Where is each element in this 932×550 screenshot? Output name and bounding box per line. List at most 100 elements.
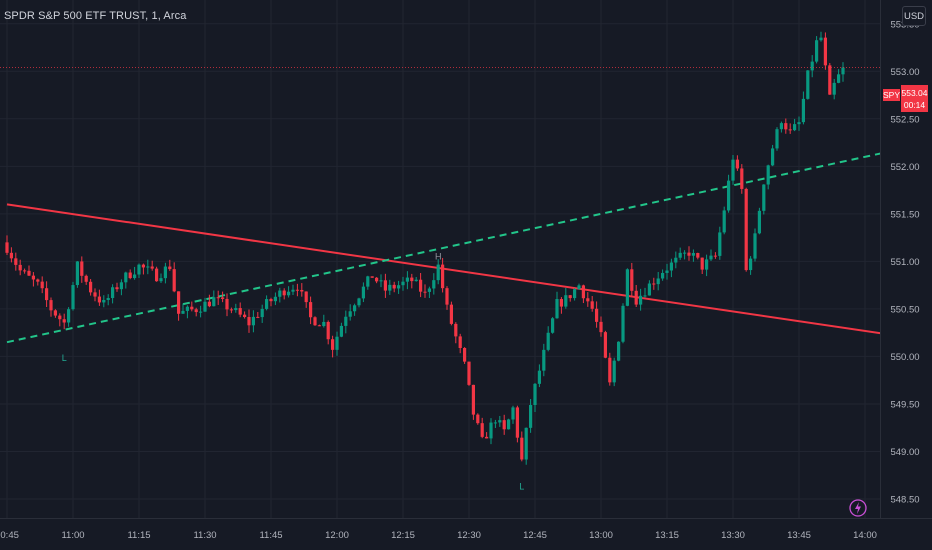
candle-body: [155, 268, 159, 282]
candle-body: [119, 282, 123, 290]
trendline-resistance: [6, 203, 910, 339]
price-axis-bg: [880, 0, 932, 550]
candle-body: [287, 291, 291, 296]
candle-body: [357, 298, 361, 306]
candle-body: [361, 286, 365, 299]
y-tick-label: 550.00: [890, 352, 919, 363]
candle-body: [771, 148, 775, 166]
candle-body: [537, 370, 541, 384]
candle-body: [815, 40, 819, 62]
candle-body: [256, 316, 260, 318]
badge-price-value: 553.04: [901, 87, 928, 98]
candle-body: [705, 259, 709, 270]
candle-body: [102, 300, 106, 303]
candle-body: [661, 272, 665, 279]
symbol-title[interactable]: SPDR S&P 500 ETF TRUST, 1, Arca: [4, 10, 187, 22]
y-tick-label: 549.00: [890, 447, 919, 458]
x-tick-label: 11:30: [193, 530, 216, 541]
candle-body: [322, 321, 326, 327]
candle-body: [775, 129, 779, 149]
candle-body: [837, 74, 841, 83]
candle-body: [414, 279, 418, 282]
candle-body: [172, 269, 176, 292]
candle-body: [106, 298, 110, 301]
pivot-label: H: [435, 251, 442, 261]
pivot-labels: L H L: [62, 251, 525, 491]
currency-button[interactable]: USD: [902, 6, 926, 26]
candle-body: [621, 305, 625, 342]
y-tick-label: 550.50: [890, 304, 919, 315]
candle-body: [753, 233, 757, 259]
candle-body: [207, 301, 211, 307]
candle-body: [669, 262, 673, 271]
candle-body: [810, 61, 814, 71]
candle-body: [731, 159, 735, 181]
candle-body: [630, 269, 634, 291]
candle-body: [573, 289, 577, 299]
candle-body: [27, 270, 31, 276]
candle-body: [625, 269, 629, 306]
candle-body: [766, 165, 770, 185]
candle-body: [265, 299, 269, 309]
candle-body: [555, 299, 559, 319]
candle-body: [348, 311, 352, 317]
candle-body: [115, 287, 119, 290]
candle-body: [454, 323, 458, 337]
candle-body: [727, 180, 731, 211]
candle-body: [507, 419, 511, 430]
candle-body: [36, 279, 40, 282]
candle-body: [273, 296, 277, 302]
candle-body: [137, 264, 141, 275]
candle-body: [612, 360, 616, 383]
candle-body: [159, 278, 163, 282]
candle-body: [529, 405, 533, 428]
x-tick-label: 11:15: [127, 530, 150, 541]
candle-body: [300, 289, 304, 292]
candle-body: [493, 422, 497, 424]
price-axis[interactable]: 548.50 549.00 549.50 550.00 550.50 551.00 551.…: [880, 0, 932, 550]
candle-body: [643, 295, 647, 297]
candle-body: [489, 422, 493, 439]
candle-body: [524, 427, 528, 460]
candle-body: [502, 420, 506, 430]
candle-body: [397, 285, 401, 289]
candle-body: [656, 278, 660, 285]
trendlines[interactable]: [6, 146, 910, 344]
x-tick-label: 13:15: [655, 530, 679, 541]
candle-body: [634, 290, 638, 305]
candle-body: [5, 242, 9, 253]
candle-body: [515, 407, 519, 438]
candle-body: [49, 300, 53, 311]
trendline-support: [6, 146, 910, 344]
candle-body: [476, 414, 480, 424]
candle-body: [608, 357, 612, 383]
lightning-alert-icon[interactable]: [848, 498, 868, 518]
pivot-label: L: [62, 353, 67, 363]
candle-body: [339, 325, 343, 337]
candle-body: [31, 275, 35, 280]
candle-body: [722, 210, 726, 233]
time-axis[interactable]: 10:45 11:00 11:15 11:30 11:45 12:00 12:15 12:30…: [0, 518, 932, 550]
grid-lines: [0, 0, 880, 518]
candle-body: [260, 308, 264, 318]
candle-body: [194, 309, 198, 313]
candle-body: [542, 349, 546, 371]
candle-body: [788, 129, 792, 131]
candle-body: [177, 291, 181, 314]
candle-body: [14, 258, 18, 265]
y-tick-label: 551.00: [890, 257, 919, 268]
candle-body: [190, 306, 194, 310]
candle-body: [740, 168, 744, 189]
x-tick-label: 13:30: [721, 530, 745, 541]
candle-body: [133, 274, 137, 279]
candle-body: [823, 37, 827, 66]
badge-symbol: SPY: [883, 89, 901, 101]
candle-body: [84, 275, 88, 282]
candle-body: [331, 339, 335, 350]
candle-body: [841, 67, 845, 75]
candle-body: [467, 361, 471, 385]
candle-body: [678, 252, 682, 258]
candle-body: [546, 332, 550, 350]
candle-body: [163, 266, 167, 279]
